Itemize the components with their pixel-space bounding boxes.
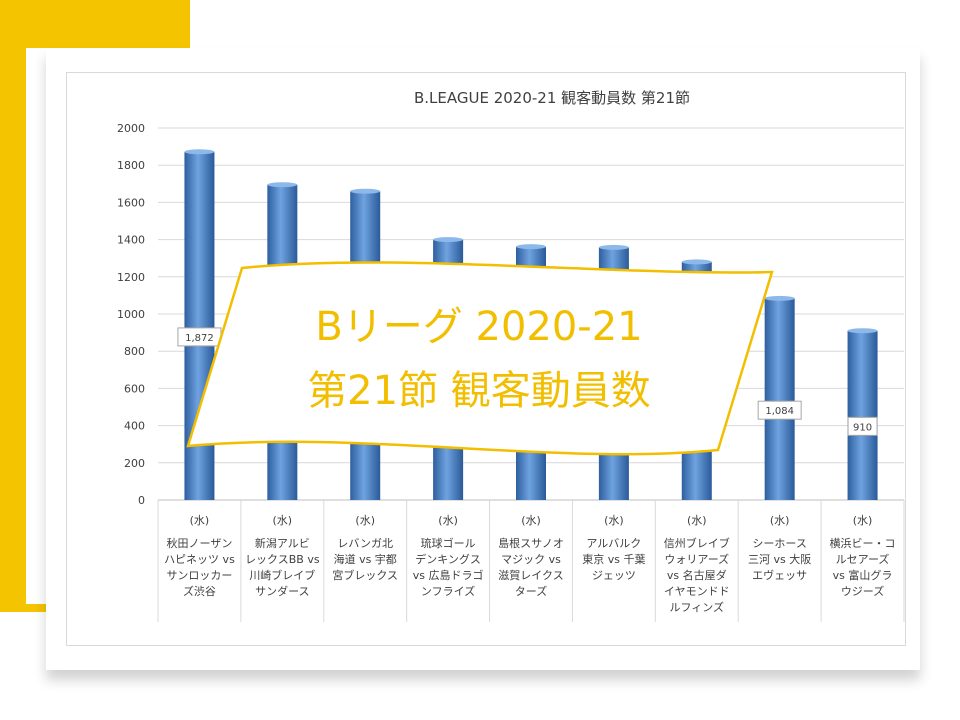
category-label-line: 滋賀レイクス xyxy=(498,569,564,582)
data-label-text: 1,872 xyxy=(185,333,214,344)
category-label-line: サンロッカー xyxy=(166,569,233,582)
category-label-line: 琉球ゴール xyxy=(420,537,476,550)
category-label-line: レックスBB vs xyxy=(245,553,320,566)
category-label-line: 三河 vs 大阪 xyxy=(748,553,812,566)
category-label-line: 信州ブレイブ xyxy=(663,537,730,550)
category-label-line: ウジーズ xyxy=(840,585,885,598)
category-label-line: 宮ブレックス xyxy=(332,569,399,582)
y-tick-label: 1600 xyxy=(117,196,145,209)
category-label-line: 横浜ビー・コ xyxy=(829,537,896,550)
category-label-line: デンキングス xyxy=(415,553,481,566)
bar xyxy=(764,298,795,500)
y-tick-label: 1000 xyxy=(117,308,145,321)
category-label-line: vs 名古屋ダ xyxy=(666,569,727,582)
y-tick-label: 800 xyxy=(124,345,145,358)
chart-title: B.LEAGUE 2020-21 観客動員数 第21節 xyxy=(414,89,690,107)
category-label: 新潟アルビレックスBB vs 川崎ブレイブ サンダース xyxy=(241,536,324,600)
data-label-text: 1,084 xyxy=(765,406,794,417)
category-label-line: 川崎ブレイブ xyxy=(249,569,316,582)
decorative-corner-inner xyxy=(26,48,48,604)
bar xyxy=(847,330,878,500)
bar-top xyxy=(184,149,215,155)
category-label: シーホース三河 vs 大阪 エヴェッサ xyxy=(738,536,821,584)
weekday-label: (水) xyxy=(686,514,707,527)
category-label-line: シーホース xyxy=(752,537,807,550)
category-label-line: vs 広島ドラゴ xyxy=(412,569,484,582)
category-label-line: イヤモンドド xyxy=(663,585,730,598)
category-label-line: 海道 vs 宇都 xyxy=(333,553,397,566)
weekday-label: (水) xyxy=(852,514,873,527)
category-label-line: ルフィンズ xyxy=(669,601,725,614)
category-label-line: エヴェッサ xyxy=(752,569,808,582)
banner-shape xyxy=(186,261,774,456)
category-label-line: マジック vs xyxy=(501,553,561,566)
category-label-line: ターズ xyxy=(514,585,548,598)
weekday-label: (水) xyxy=(189,514,210,527)
y-tick-label: 400 xyxy=(124,420,145,433)
weekday-label: (水) xyxy=(604,514,624,527)
y-tick-label: 2000 xyxy=(117,122,145,135)
category-label: 横浜ビー・コ ルセアーズ vs 富山グラ ウジーズ xyxy=(821,536,904,600)
bar-top xyxy=(350,188,381,194)
category-label: 島根スサノオ マジック vs 滋賀レイクス ターズ xyxy=(490,536,573,600)
weekday-label: (水) xyxy=(355,514,375,527)
y-tick-label: 1800 xyxy=(117,159,145,172)
category-label: 信州ブレイブ ウォリアーズ vs 名古屋ダ イヤモンドド ルフィンズ xyxy=(655,536,738,616)
y-tick-label: 1200 xyxy=(117,271,145,284)
category-label: レバンガ北海道 vs 宇都 宮ブレックス xyxy=(324,536,407,584)
weekday-label: (水) xyxy=(521,514,541,527)
banner: Bリーグ 2020-21 第21節 観客動員数 xyxy=(186,261,774,456)
category-label-line: vs 富山グラ xyxy=(832,569,893,582)
data-label-text: 910 xyxy=(853,422,872,433)
y-tick-label: 0 xyxy=(138,494,145,507)
weekday-label: (水) xyxy=(438,514,458,527)
category-label-line: アルバルク xyxy=(586,537,642,550)
bar-top xyxy=(681,259,712,265)
category-label-line: 秋田ノーザン xyxy=(166,537,233,550)
bar-top xyxy=(433,237,464,243)
category-label-line: ズ渋谷 xyxy=(182,585,216,598)
category-label-line: サンダース xyxy=(255,585,310,598)
banner-line-1: Bリーグ 2020-21 xyxy=(315,304,642,350)
category-label-line: ハピネッツ vs xyxy=(164,553,235,566)
category-label: アルバルク東京 vs 千葉 ジェッツ xyxy=(572,536,655,584)
category-label-line: ウォリアーズ xyxy=(664,553,730,566)
bar-top xyxy=(847,328,878,334)
data-label: 910 xyxy=(847,416,878,436)
category-label-line: 新潟アルビ xyxy=(254,537,310,550)
banner-line-2: 第21節 観客動員数 xyxy=(307,368,651,414)
y-tick-label: 1400 xyxy=(117,234,145,247)
bar-top xyxy=(598,244,629,250)
data-label: 1,872 xyxy=(177,327,222,347)
category-label: 秋田ノーザン ハピネッツ vs サンロッカー ズ渋谷 xyxy=(158,536,241,600)
data-label: 1,084 xyxy=(757,400,802,420)
category-label-line: ンフライズ xyxy=(420,585,476,598)
y-tick-label: 600 xyxy=(124,382,145,395)
bar xyxy=(184,151,215,501)
bar-top xyxy=(764,295,795,301)
bar-top xyxy=(516,244,546,250)
bar-top xyxy=(267,182,298,188)
weekday-label: (水) xyxy=(769,514,790,527)
category-label-line: ジェッツ xyxy=(591,569,636,582)
category-label-line: 島根スサノオ xyxy=(498,537,564,550)
category-label-line: レバンガ北 xyxy=(337,537,393,550)
y-tick-label: 200 xyxy=(124,457,145,470)
category-label-line: ルセアーズ xyxy=(835,553,890,566)
category-label: 琉球ゴールデンキングス vs 広島ドラゴ ンフライズ xyxy=(407,536,490,600)
category-label-line: 東京 vs 千葉 xyxy=(582,553,646,566)
weekday-label: (水) xyxy=(272,514,293,527)
